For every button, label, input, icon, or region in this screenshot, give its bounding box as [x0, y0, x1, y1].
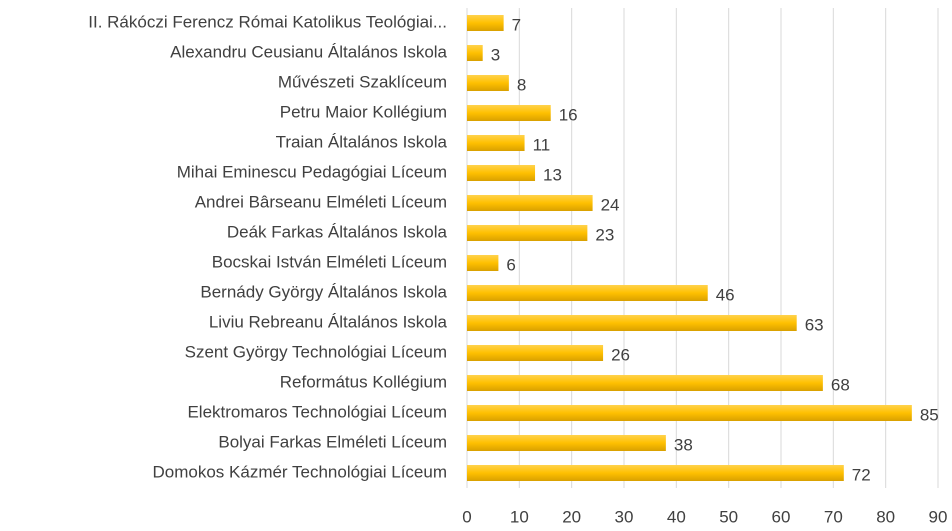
y-tick-label: Református Kollégium	[280, 372, 447, 391]
y-tick-label: Petru Maior Kollégium	[280, 102, 447, 121]
data-label: 24	[601, 195, 620, 214]
bar	[467, 345, 604, 361]
data-label: 23	[595, 225, 614, 244]
y-tick-label: Mihai Eminescu Pedagógiai Líceum	[177, 162, 447, 181]
y-tick-label: Művészeti Szaklíceum	[278, 72, 447, 91]
bar	[467, 465, 844, 481]
bar	[467, 405, 912, 421]
x-tick-label: 90	[929, 507, 948, 526]
y-tick-label: Elektromaros Technológiai Líceum	[187, 402, 447, 421]
data-label: 11	[533, 135, 551, 154]
data-label: 38	[674, 435, 693, 454]
x-tick-label: 70	[824, 507, 843, 526]
x-tick-label: 50	[719, 507, 738, 526]
bar	[467, 285, 708, 301]
data-label: 7	[512, 15, 521, 34]
y-tick-label: Andrei Bârseanu Elméleti Líceum	[195, 192, 447, 211]
x-tick-label: 10	[510, 507, 529, 526]
y-tick-label: II. Rákóczi Ferencz Római Katolikus Teol…	[88, 12, 447, 31]
bar	[467, 255, 499, 271]
y-tick-label: Traian Általános Iskola	[276, 132, 448, 151]
x-tick-label: 0	[462, 507, 471, 526]
bar	[467, 435, 666, 451]
bar	[467, 45, 483, 61]
x-tick-label: 60	[772, 507, 791, 526]
y-tick-label: Deák Farkas Általános Iskola	[227, 222, 448, 241]
data-label: 46	[716, 285, 735, 304]
data-label: 63	[805, 315, 824, 334]
bar	[467, 225, 588, 241]
data-label: 16	[559, 105, 578, 124]
bar	[467, 195, 593, 211]
x-tick-label: 40	[667, 507, 686, 526]
y-tick-label: Bernády György Általános Iskola	[200, 282, 447, 301]
bar	[467, 375, 823, 391]
data-label: 13	[543, 165, 562, 184]
x-tick-label: 80	[876, 507, 895, 526]
y-tick-label: Bocskai István Elméleti Líceum	[212, 252, 447, 271]
y-tick-label: Liviu Rebreanu Általános Iskola	[209, 312, 448, 331]
y-tick-label: Alexandru Ceusianu Általános Iskola	[170, 42, 447, 61]
y-tick-label: Domokos Kázmér Technológiai Líceum	[153, 462, 448, 481]
x-tick-label: 20	[562, 507, 581, 526]
x-tick-label: 30	[615, 507, 634, 526]
bar	[467, 105, 551, 121]
bar	[467, 315, 797, 331]
data-label: 85	[920, 405, 939, 424]
data-label: 72	[852, 465, 871, 484]
data-label: 68	[831, 375, 850, 394]
y-tick-label: Szent György Technológiai Líceum	[185, 342, 447, 361]
data-label: 26	[611, 345, 630, 364]
data-label: 3	[491, 45, 500, 64]
data-label: 6	[506, 255, 515, 274]
bar	[467, 75, 509, 91]
bar	[467, 135, 525, 151]
bar	[467, 15, 504, 31]
bar	[467, 165, 536, 181]
y-tick-label: Bolyai Farkas Elméleti Líceum	[218, 432, 447, 451]
data-label: 8	[517, 75, 526, 94]
